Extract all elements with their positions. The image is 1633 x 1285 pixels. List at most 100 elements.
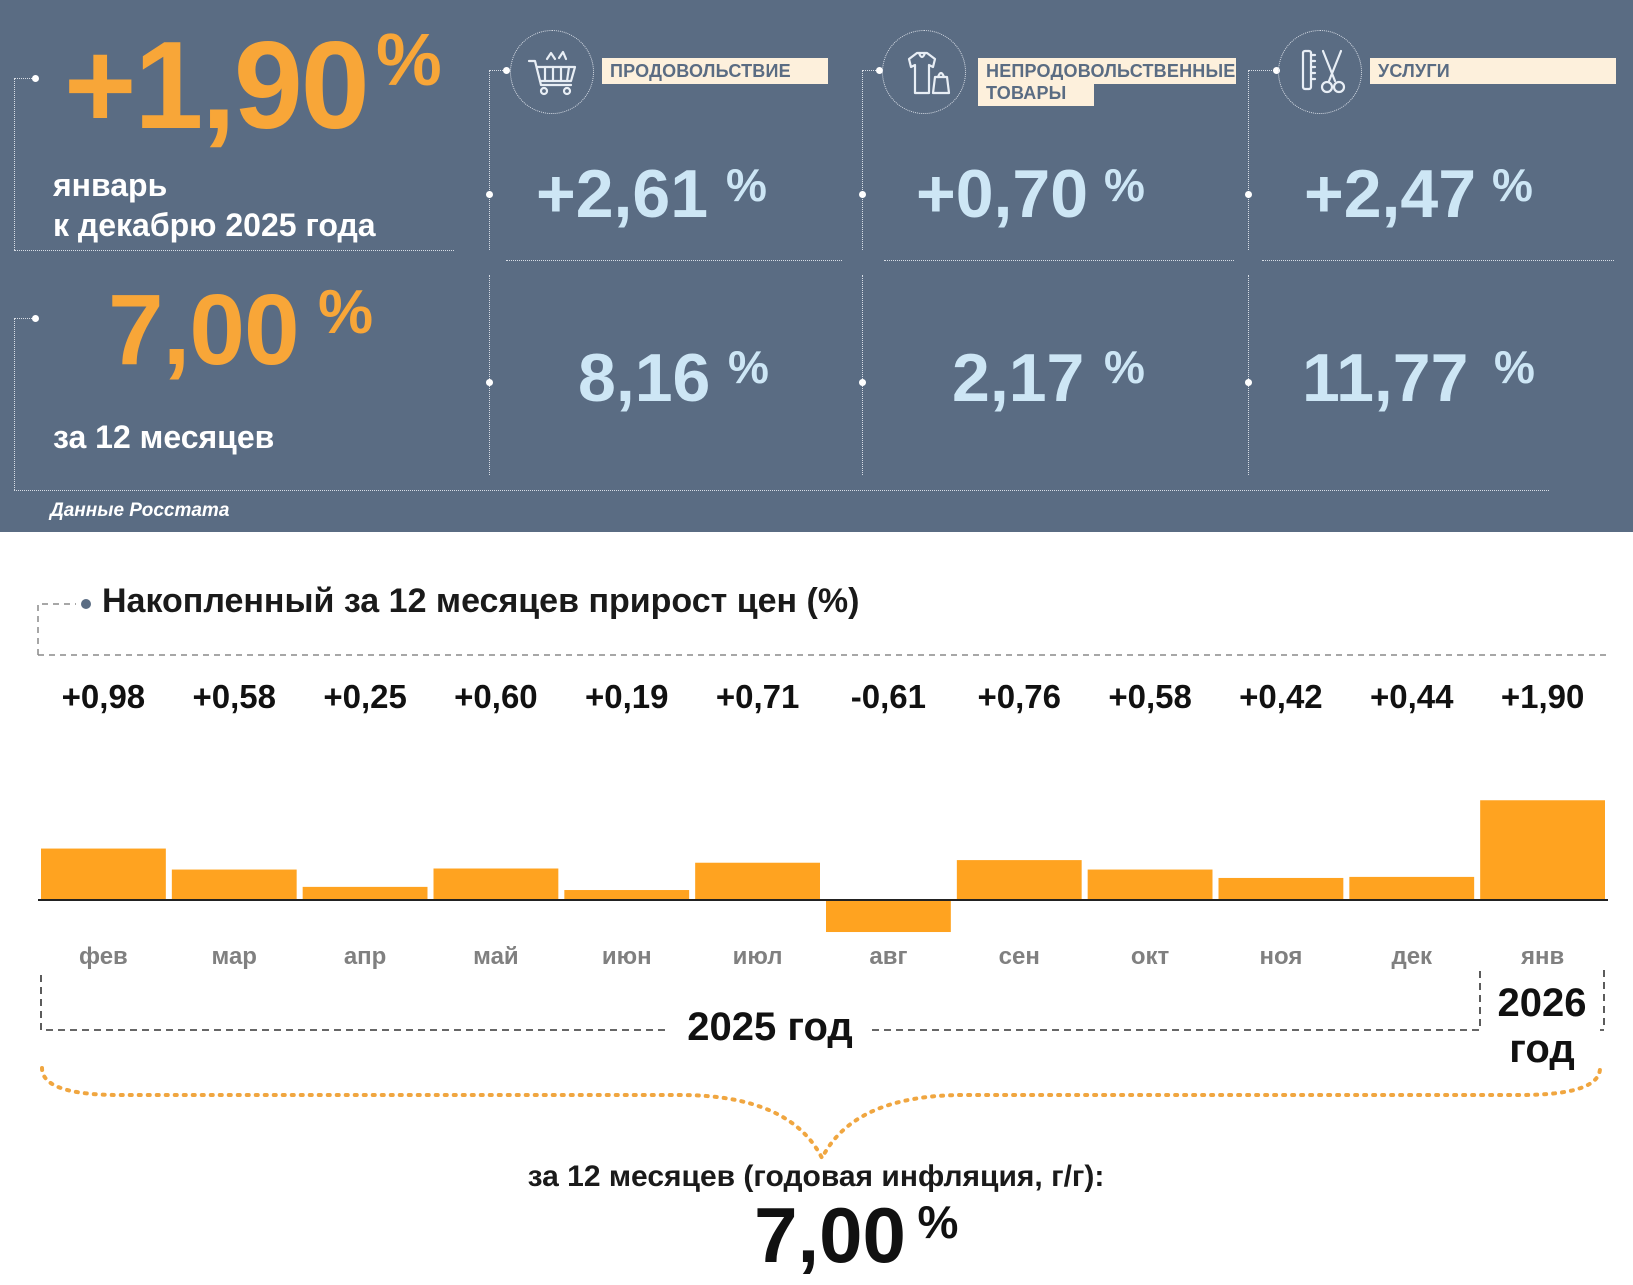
frame-line [506, 260, 842, 261]
value-label-апр: +0,25 [323, 678, 407, 715]
value-label-сен: +0,76 [978, 678, 1062, 715]
bar-авг [826, 900, 951, 933]
marker-dot [1245, 379, 1252, 386]
frame-line [14, 78, 15, 250]
column-divider [489, 70, 490, 250]
year-2025-label: 2025 год [687, 1005, 853, 1049]
marker-dot [503, 67, 510, 74]
column-divider [862, 275, 863, 475]
category-label-nonfood-line2: ТОВАРЫ [978, 80, 1094, 106]
services-monthly-value: +2,47 [1304, 156, 1477, 232]
annual-total-unit: % [918, 1196, 959, 1248]
value-label-фев: +0,98 [62, 678, 146, 715]
month-label-дек: дек [1391, 943, 1433, 970]
clothing-bag-icon [882, 30, 966, 114]
annual-inflation-value: 7,00 [108, 274, 300, 386]
marker-dot [486, 191, 493, 198]
title-marker-dot [81, 599, 91, 609]
services-annual-value: 11,77 [1302, 340, 1469, 416]
nonfood-annual-unit: % [1104, 341, 1145, 393]
food-annual-value: 8,16 [578, 340, 711, 416]
marker-dot [486, 379, 493, 386]
bar-апр [302, 886, 428, 900]
bar-ноя [1218, 877, 1344, 900]
category-label-food: ПРОДОВОЛЬСТВИЕ [602, 58, 828, 84]
value-label-май: +0,60 [454, 678, 538, 715]
month-label-мар: мар [212, 943, 257, 970]
title-bracket [37, 603, 76, 655]
year-2025-bracket-left [40, 975, 668, 1031]
column-divider [489, 275, 490, 475]
frame-line [14, 250, 454, 251]
column-divider [1248, 275, 1249, 475]
month-label-авг: авг [869, 943, 907, 970]
month-label-июл: июл [733, 943, 783, 970]
bar-май [433, 868, 559, 900]
marker-dot [876, 67, 883, 74]
column-divider [862, 70, 863, 250]
month-label-фев: фев [79, 943, 128, 970]
marker-dot [859, 379, 866, 386]
bar-мар [171, 869, 297, 900]
chart-title: Накопленный за 12 месяцев прирост цен (%… [102, 582, 859, 620]
monthly-caption-line1: январь [53, 167, 168, 203]
nonfood-monthly-unit: % [1104, 159, 1145, 211]
bar-фев [41, 848, 166, 900]
month-label-ноя: ноя [1259, 943, 1302, 970]
month-label-апр: апр [344, 943, 387, 970]
shopping-cart-icon [510, 30, 594, 114]
bar-июл [695, 862, 820, 900]
source-note: Данные Росстата [50, 500, 230, 521]
food-annual-unit: % [728, 341, 769, 393]
month-label-янв: янв [1520, 943, 1564, 970]
frame-line [1262, 260, 1614, 261]
frame-line [862, 70, 880, 71]
frame-line [1248, 70, 1276, 71]
marker-dot [859, 191, 866, 198]
value-label-авг: -0,61 [851, 678, 926, 715]
value-label-июн: +0,19 [585, 678, 669, 715]
marker-dot [32, 315, 39, 322]
frame-line [884, 260, 1234, 261]
value-label-июл: +0,71 [716, 678, 800, 715]
monthly-caption-line2: к декабрю 2025 года [53, 207, 376, 243]
annual-caption: за 12 месяцев [53, 419, 275, 455]
frame-line [489, 70, 507, 71]
year-2026-label-line1: 2026 [1498, 981, 1587, 1025]
value-label-мар: +0,58 [193, 678, 277, 715]
marker-dot [1245, 191, 1252, 198]
bar-окт [1087, 869, 1213, 900]
month-label-июн: июн [602, 943, 652, 970]
frame-line [14, 78, 34, 79]
marker-dot [1273, 67, 1280, 74]
bar-сен [956, 860, 1082, 900]
services-annual-unit: % [1494, 341, 1535, 393]
bar-янв [1480, 800, 1605, 900]
month-label-май: май [473, 943, 519, 970]
marker-dot [32, 75, 39, 82]
comb-scissors-icon [1278, 30, 1362, 114]
bar-июн [564, 890, 690, 900]
frame-line [14, 318, 15, 490]
summary-panel: +1,90 % январь к декабрю 2025 года 7,00 … [0, 0, 1633, 532]
annual-total-caption: за 12 месяцев (годовая инфляция, г/г): [528, 1160, 1105, 1193]
column-divider [1248, 70, 1249, 250]
year-2026-bracket [1600, 970, 1605, 1031]
services-monthly-unit: % [1492, 159, 1533, 211]
annual-total-value: 7,00 [754, 1191, 906, 1279]
year-2026-label-line2: год [1509, 1027, 1574, 1071]
month-label-окт: окт [1131, 943, 1170, 970]
frame-line [14, 318, 34, 319]
category-label-services: УСЛУГИ [1370, 58, 1616, 84]
year-2025-bracket-right [872, 970, 1481, 1031]
monthly-inflation-value: +1,90 [64, 17, 370, 155]
monthly-inflation-unit: % [376, 18, 442, 101]
value-label-дек: +0,44 [1370, 678, 1454, 715]
value-label-окт: +0,58 [1108, 678, 1192, 715]
value-label-ноя: +0,42 [1239, 678, 1323, 715]
food-monthly-unit: % [726, 159, 767, 211]
nonfood-annual-value: 2,17 [952, 340, 1085, 416]
category-label-nonfood: НЕПРОДОВОЛЬСТВЕННЫЕ [978, 58, 1236, 84]
annual-inflation-unit: % [318, 278, 374, 347]
